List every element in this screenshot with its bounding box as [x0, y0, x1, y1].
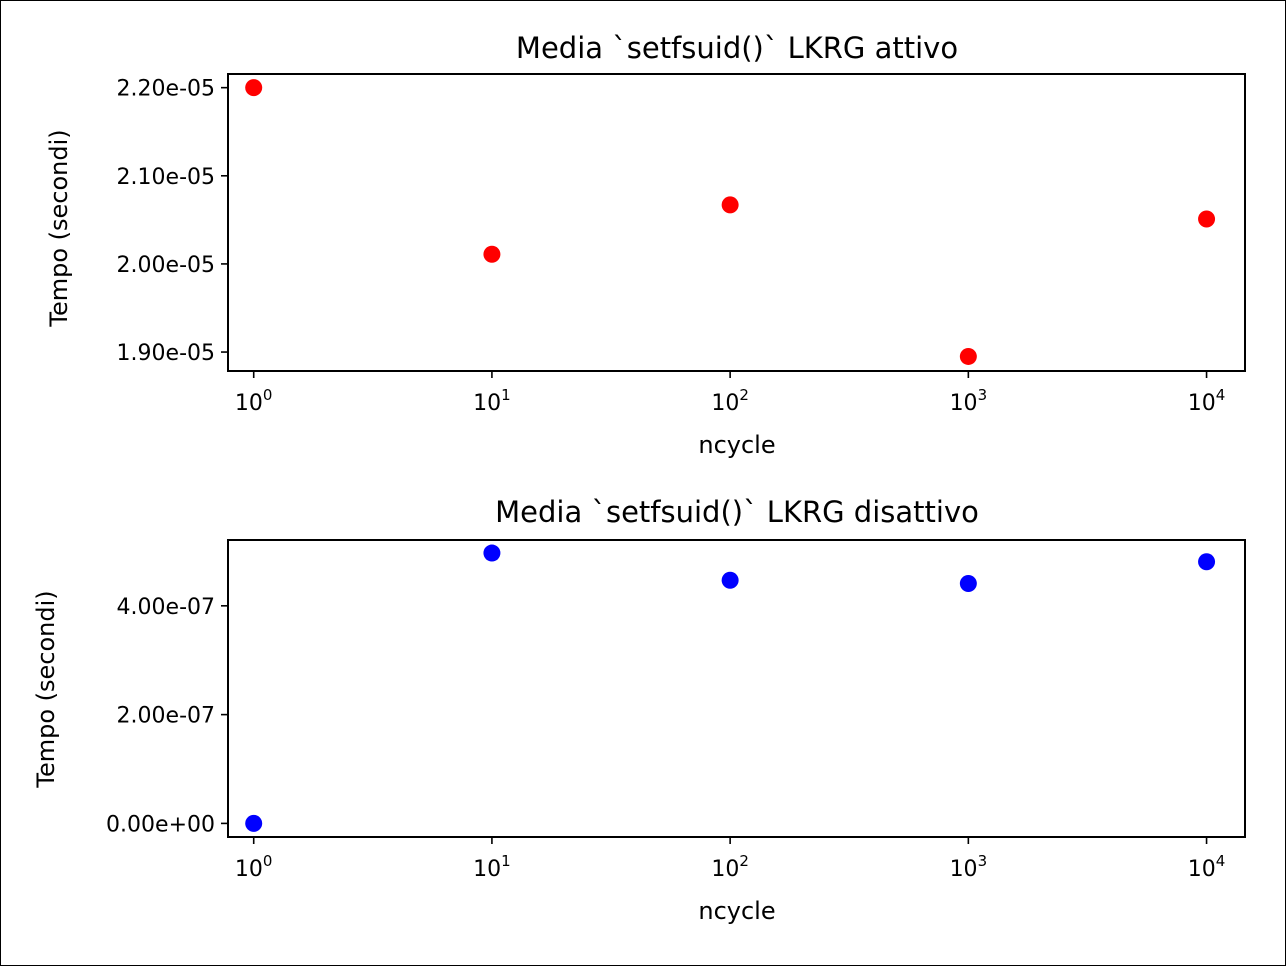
chart-title: Media `setfsuid()` LKRG attivo [516, 31, 958, 65]
data-points [245, 79, 1216, 365]
x-axis-label: ncycle [698, 431, 775, 459]
data-point [959, 575, 977, 593]
x-tick-label: 102 [711, 386, 749, 416]
tick-group: 100 101 102 103 104 1.90e-05 2.00e-05 2.10e-05 2… [117, 77, 1226, 416]
chart-title: Media `setfsuid()` LKRG disattivo [495, 495, 979, 529]
chart-panel-lkrg-disattivo: Media `setfsuid()` LKRG disattivo ncycle… [32, 495, 1246, 925]
x-tick-label: 103 [950, 386, 988, 416]
y-tick-label: 2.10e-05 [117, 165, 215, 190]
data-point [245, 814, 263, 832]
x-tick-label: 101 [473, 852, 511, 882]
y-tick-label: 2.00e-07 [117, 704, 215, 729]
data-point [483, 544, 501, 562]
y-axis-label: Tempo (secondi) [32, 590, 60, 788]
x-tick-label: 100 [235, 852, 273, 882]
y-tick-label: 1.90e-05 [117, 341, 215, 366]
data-point [721, 571, 739, 589]
x-tick-label: 102 [711, 852, 749, 882]
x-tick-label: 103 [950, 852, 988, 882]
data-point [1198, 210, 1216, 228]
y-tick-label: 2.20e-05 [117, 77, 215, 102]
data-point [1198, 553, 1216, 571]
data-point [245, 79, 263, 97]
x-tick-label: 101 [473, 386, 511, 416]
data-point [721, 196, 739, 214]
y-tick-label: 2.00e-05 [117, 253, 215, 278]
y-tick-label: 0.00e+00 [106, 812, 215, 837]
y-tick-label: 4.00e-07 [117, 595, 215, 620]
data-points [245, 544, 1216, 832]
tick-group: 100 101 102 103 104 0.00e+00 2.00e-07 4.00e-07 [106, 595, 1225, 882]
x-axis-label: ncycle [698, 897, 775, 925]
y-axis-label: Tempo (secondi) [45, 129, 73, 327]
chart-panel-lkrg-attivo: Media `setfsuid()` LKRG attivo ncycle Te… [45, 31, 1246, 459]
plot-area-frame [227, 539, 1246, 838]
data-point [483, 245, 501, 263]
x-tick-label: 100 [235, 386, 273, 416]
x-tick-label: 104 [1188, 852, 1226, 882]
data-point [959, 347, 977, 365]
x-tick-label: 104 [1188, 386, 1226, 416]
plot-area-frame [227, 73, 1246, 372]
